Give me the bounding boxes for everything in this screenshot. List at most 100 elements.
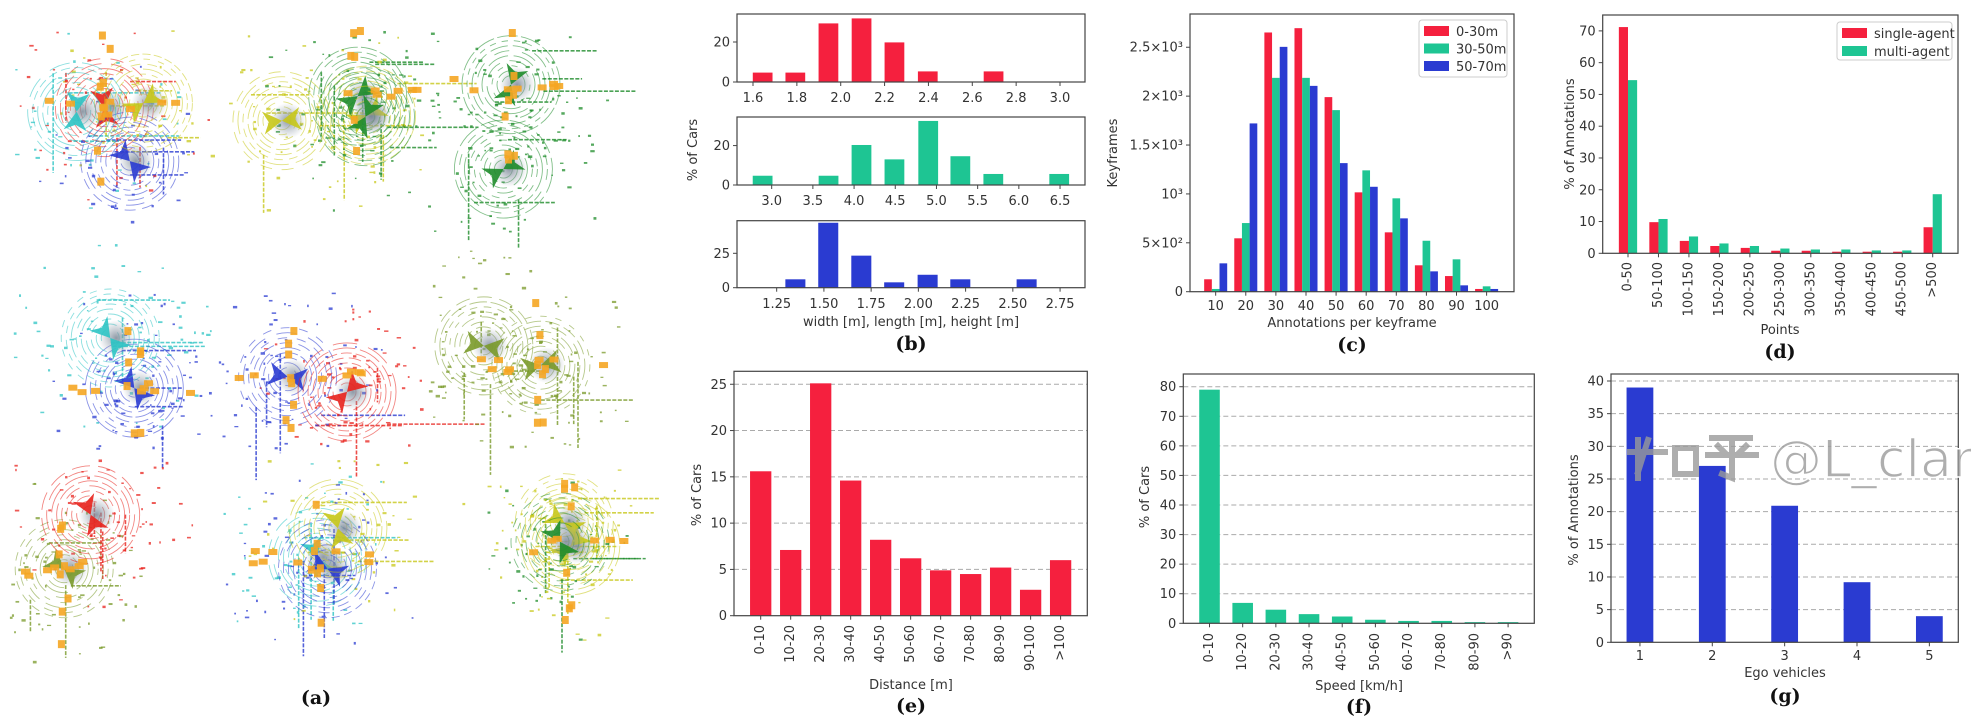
scan-point xyxy=(480,377,485,380)
x-tick-label: 150-200 xyxy=(1712,262,1727,316)
scan-point xyxy=(97,244,101,247)
scan-point xyxy=(358,552,361,555)
x-tick-label: 2.25 xyxy=(951,297,980,312)
scan-point xyxy=(368,39,372,42)
scan-point xyxy=(46,122,49,125)
annotation-box xyxy=(563,568,571,577)
scan-point xyxy=(537,608,540,611)
scan-point xyxy=(34,49,38,51)
bar-width xyxy=(851,18,872,82)
scan-point xyxy=(78,626,81,628)
scan-point xyxy=(413,78,417,81)
scan-point xyxy=(485,378,488,380)
scan-point xyxy=(572,566,577,569)
y-tick-label: 1.5×10³ xyxy=(1130,139,1183,154)
scan-point xyxy=(131,535,136,537)
scan-point xyxy=(475,113,479,116)
scan-point xyxy=(550,394,554,398)
scan-ring xyxy=(449,311,519,381)
scan-point xyxy=(67,32,70,35)
scan-point xyxy=(79,335,82,338)
scan-point xyxy=(567,186,572,189)
annotation-box xyxy=(137,428,145,437)
scan-point xyxy=(182,374,187,377)
scan-point xyxy=(83,302,86,306)
annotation-box xyxy=(549,356,559,363)
bar-multi-agent xyxy=(1749,245,1760,254)
scan-point xyxy=(162,409,165,412)
annotation-box xyxy=(590,537,600,544)
scan-point xyxy=(326,362,331,365)
scan-ring xyxy=(32,67,122,157)
scan-point xyxy=(362,493,365,496)
scan-point xyxy=(117,594,121,597)
scan-point xyxy=(430,99,435,102)
x-tick-label: 2.0 xyxy=(830,91,851,106)
scan-point xyxy=(591,143,595,146)
scan-point xyxy=(389,427,392,430)
x-tick-label: 4 xyxy=(1853,649,1861,664)
bar-50-70m xyxy=(1309,85,1318,292)
bar-multi-agent xyxy=(1780,248,1790,254)
scan-point xyxy=(330,146,336,149)
scan-ring xyxy=(331,82,400,152)
bar-cars xyxy=(840,480,862,616)
annotation-box xyxy=(136,388,146,395)
scan-point xyxy=(368,599,371,603)
scan-point xyxy=(180,415,185,417)
x-tick-label: 4.5 xyxy=(885,194,906,209)
scan-point xyxy=(549,562,552,565)
scan-ring xyxy=(302,347,392,437)
scan-point xyxy=(243,555,246,557)
scan-point xyxy=(293,607,296,609)
scan-point xyxy=(58,136,63,138)
scan-point xyxy=(46,542,50,545)
annotation-box xyxy=(143,380,153,387)
scan-ring xyxy=(439,301,529,391)
scan-point xyxy=(559,600,562,604)
scan-point xyxy=(276,176,281,180)
scan-point xyxy=(559,563,564,566)
scan-point xyxy=(320,442,323,446)
scan-point xyxy=(576,97,578,99)
scan-point xyxy=(144,133,149,136)
scan-point xyxy=(163,302,166,306)
scan-point xyxy=(499,132,501,135)
scan-point xyxy=(403,75,406,78)
y-tick-label: 20 xyxy=(710,424,727,439)
scan-point xyxy=(323,392,326,395)
scan-point xyxy=(378,42,381,44)
scan-blob xyxy=(78,496,115,533)
scan-point xyxy=(529,269,533,273)
scan-point xyxy=(288,305,292,307)
scan-point xyxy=(56,31,59,34)
chart-f: 0 10 20 30 40 50 60 70 80 0-10 10-20 20-30 30-40 40-5… xyxy=(1138,373,1535,718)
scan-point xyxy=(484,149,487,152)
scan-fan xyxy=(110,337,131,360)
scan-point xyxy=(289,531,291,534)
x-axis-label: Annotations per keyframe xyxy=(1267,316,1436,331)
scan-point xyxy=(353,460,356,463)
scan-point xyxy=(521,368,527,371)
x-tick-label: 30 xyxy=(1268,299,1285,314)
annotation-box xyxy=(393,87,403,94)
scan-point xyxy=(11,614,15,617)
scan-point xyxy=(47,369,51,372)
scan-point xyxy=(176,122,179,125)
scan-fan xyxy=(42,548,65,569)
scan-point xyxy=(233,414,238,417)
scan-point xyxy=(128,294,132,297)
scan-fan xyxy=(267,362,288,385)
scan-point xyxy=(500,576,503,579)
scan-point xyxy=(298,479,301,482)
bar-single-agent xyxy=(1893,251,1903,254)
scan-point xyxy=(271,547,275,550)
scan-fan xyxy=(327,565,350,587)
scan-point xyxy=(358,622,363,625)
scan-point xyxy=(393,608,396,612)
annotation-box xyxy=(364,551,374,558)
scan-point xyxy=(268,56,274,59)
scan-point xyxy=(110,537,114,539)
scan-point xyxy=(191,524,194,527)
scan-point xyxy=(186,536,191,539)
